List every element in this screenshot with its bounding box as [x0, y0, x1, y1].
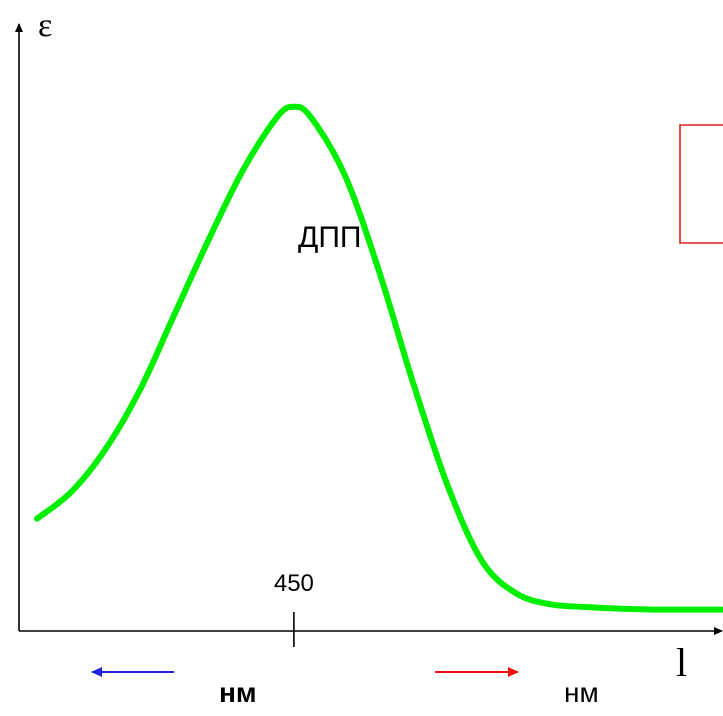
left-unit-label: нм [219, 677, 257, 708]
right-unit-label: нм [564, 677, 599, 708]
y-axis-label: ε [38, 7, 52, 44]
annotation-box [679, 124, 723, 244]
band-label: ДПП [298, 221, 361, 254]
absorption-curve [34, 103, 723, 613]
x-axis-label: l [676, 640, 687, 685]
x-tick-label-450: 450 [274, 570, 314, 597]
